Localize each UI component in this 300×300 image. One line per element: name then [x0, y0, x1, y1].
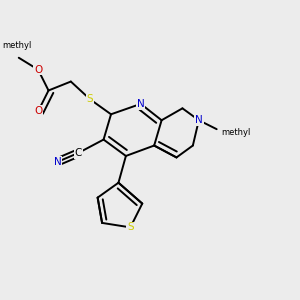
Text: S: S: [127, 222, 134, 233]
Text: N: N: [137, 99, 145, 109]
Text: methyl: methyl: [3, 41, 32, 50]
Text: C: C: [75, 148, 82, 158]
Text: S: S: [87, 94, 94, 104]
Text: methyl: methyl: [221, 128, 250, 136]
Text: N: N: [195, 115, 203, 125]
Text: O: O: [34, 64, 42, 75]
Text: O: O: [34, 106, 42, 116]
Text: N: N: [54, 157, 61, 167]
